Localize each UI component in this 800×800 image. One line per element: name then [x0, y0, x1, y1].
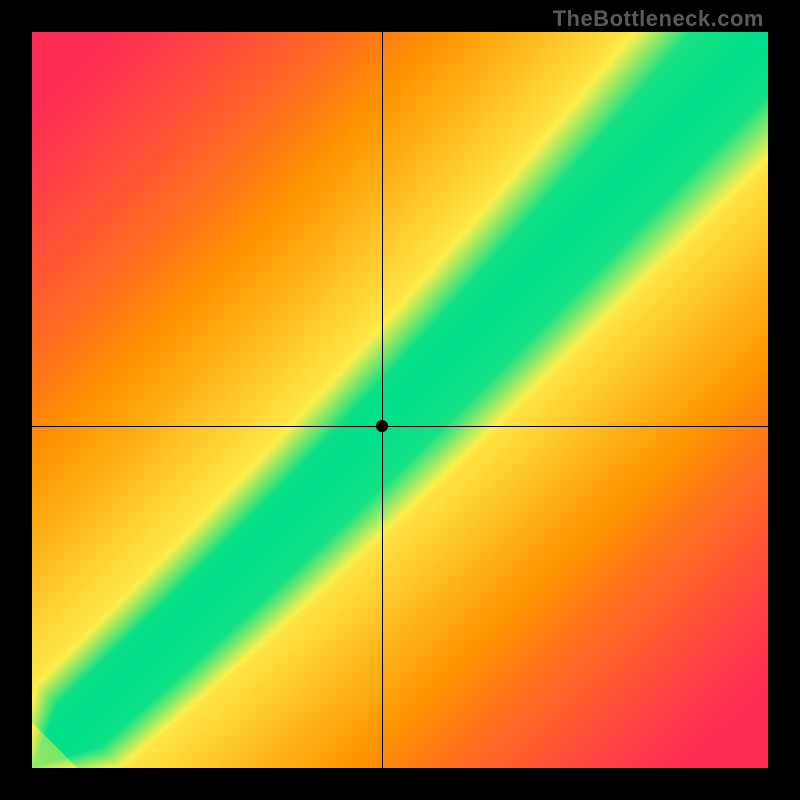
heatmap-canvas — [32, 32, 768, 768]
data-point-marker — [376, 420, 388, 432]
crosshair-horizontal — [32, 426, 768, 427]
chart-container: TheBottleneck.com — [0, 0, 800, 800]
plot-area — [32, 32, 768, 768]
crosshair-vertical — [382, 32, 383, 768]
watermark-text: TheBottleneck.com — [553, 6, 764, 32]
